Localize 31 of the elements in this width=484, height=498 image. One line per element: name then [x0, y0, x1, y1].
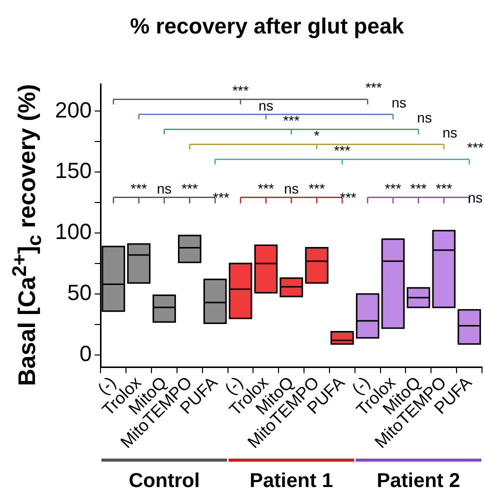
chart-title: % recovery after glut peak	[130, 13, 405, 38]
annotation: ns	[417, 109, 432, 126]
annotation: ns	[258, 97, 274, 114]
annotation: ***	[436, 180, 453, 196]
annotation: ns	[284, 180, 299, 196]
y-tick-label: 150	[54, 158, 92, 184]
text: Patient 1	[250, 470, 334, 492]
annotation: ns	[442, 124, 458, 140]
annotation: ***	[283, 112, 300, 128]
annotation: ***	[232, 82, 250, 98]
annotation: ***	[181, 180, 198, 196]
annotation: ***	[334, 142, 351, 158]
annotation: ***	[467, 139, 484, 156]
y-tick-label: 50	[67, 280, 92, 306]
y-tick-label: 200	[54, 97, 92, 122]
annotation: ***	[212, 189, 230, 206]
annotation: ***	[340, 189, 357, 206]
annotation: ns	[156, 180, 172, 196]
annotation: ***	[365, 79, 382, 96]
y-tick-label: 100	[54, 219, 92, 244]
y-tick-label: 0	[79, 341, 92, 366]
annotation: ns	[468, 189, 483, 206]
text: Control	[128, 470, 200, 492]
annotation: ***	[384, 180, 402, 196]
text: Patient 2	[376, 470, 460, 492]
annotation: ***	[308, 180, 326, 196]
annotation: *	[314, 127, 320, 144]
annotation: ***	[258, 180, 275, 196]
annotation: ***	[410, 180, 428, 196]
annotation: ***	[130, 180, 148, 196]
annotation: ns	[392, 94, 406, 110]
